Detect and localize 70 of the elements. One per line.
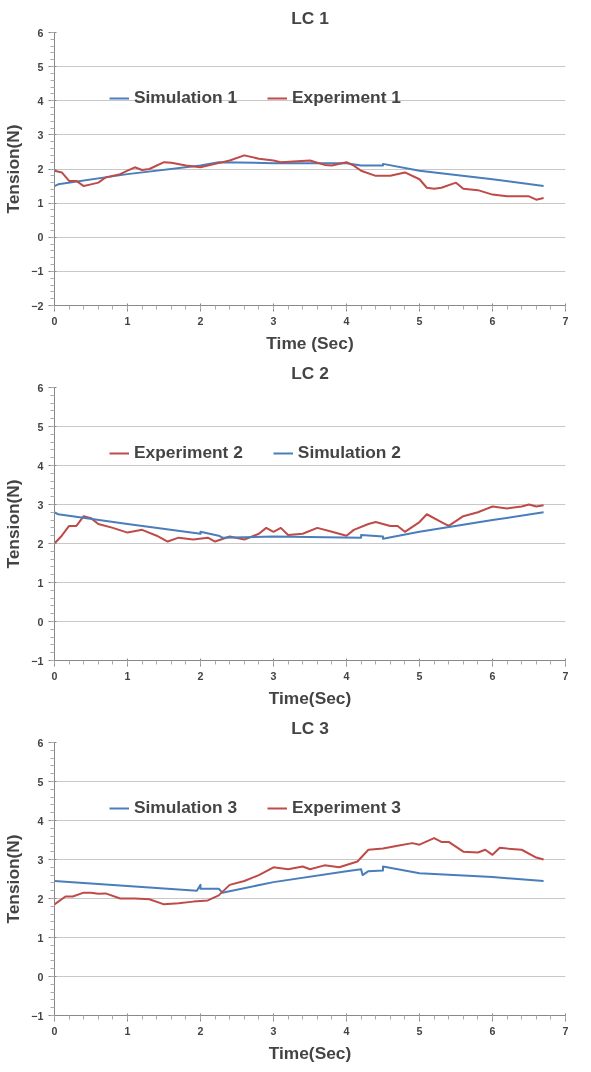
y-tick-label: 1 <box>37 931 44 944</box>
y-tick-label: −2 <box>31 299 44 312</box>
y-tick-label: 6 <box>37 26 44 39</box>
y-tick-label: 5 <box>37 775 44 788</box>
x-axis-title: Time(Sec) <box>268 687 352 708</box>
y-tick-label: 6 <box>37 381 44 394</box>
y-tick-label: 0 <box>37 970 44 983</box>
y-tick-label: 4 <box>37 459 44 472</box>
line-series <box>54 865 545 894</box>
x-tick-label: 6 <box>489 669 496 682</box>
legend-label: Experiment 2 <box>134 442 243 463</box>
legend-label: Experiment 1 <box>292 87 401 108</box>
y-tick-label: 0 <box>37 231 44 244</box>
y-axis-title: Tension(N) <box>3 124 24 214</box>
y-tick-label: 2 <box>37 892 44 905</box>
y-tick-label: 0 <box>37 615 44 628</box>
y-tick-label: 4 <box>37 814 44 827</box>
x-tick-label: 2 <box>197 669 204 682</box>
chart-title: LC 3 <box>291 717 330 738</box>
x-tick-label: 6 <box>489 1024 496 1037</box>
y-tick-label: 6 <box>37 736 44 749</box>
x-tick-label: 3 <box>270 314 277 327</box>
y-tick-label: −1 <box>31 1009 44 1022</box>
chart-title: LC 1 <box>291 7 330 28</box>
x-tick-label: 3 <box>270 669 277 682</box>
line-series <box>54 154 545 201</box>
x-tick-label: 6 <box>489 314 496 327</box>
x-tick-label: 2 <box>197 314 204 327</box>
legend-label: Simulation 3 <box>134 797 238 818</box>
x-tick-label: 7 <box>562 669 569 682</box>
x-axis-title: Time (Sec) <box>266 332 354 353</box>
y-tick-label: −1 <box>31 654 44 667</box>
x-tick-label: 5 <box>416 669 423 682</box>
x-tick-label: 1 <box>124 669 131 682</box>
x-tick-label: 1 <box>124 1024 131 1037</box>
chart-title: LC 2 <box>291 362 329 383</box>
x-tick-label: 5 <box>416 314 423 327</box>
x-tick-label: 1 <box>124 314 131 327</box>
x-tick-label: 4 <box>343 314 350 327</box>
y-tick-label: 3 <box>37 853 44 866</box>
line-series <box>54 511 545 540</box>
y-tick-label: 3 <box>37 128 44 141</box>
y-tick-label: 3 <box>37 498 44 511</box>
y-tick-label: 5 <box>37 60 44 73</box>
y-tick-label: 5 <box>37 420 44 433</box>
y-tick-label: 1 <box>37 197 44 210</box>
x-tick-label: 7 <box>562 1024 569 1037</box>
x-tick-label: 4 <box>343 669 350 682</box>
y-axis-title: Tension(N) <box>3 834 24 924</box>
x-tick-label: 4 <box>343 1024 350 1037</box>
x-tick-label: 7 <box>562 314 569 327</box>
x-tick-label: 3 <box>270 1024 277 1037</box>
x-tick-label: 0 <box>51 1024 58 1037</box>
y-tick-label: 2 <box>37 537 44 550</box>
x-tick-label: 0 <box>51 314 58 327</box>
x-axis-title: Time(Sec) <box>268 1042 352 1063</box>
y-tick-label: 2 <box>37 163 44 175</box>
x-tick-label: 2 <box>197 1024 204 1037</box>
line-series <box>54 161 545 188</box>
y-tick-label: 4 <box>37 94 44 107</box>
y-tick-label: −1 <box>31 265 44 278</box>
legend-label: Simulation 2 <box>297 442 401 463</box>
x-tick-label: 5 <box>416 1024 423 1037</box>
x-tick-label: 0 <box>51 669 58 682</box>
legend-label: Experiment 3 <box>292 797 401 818</box>
y-tick-label: 1 <box>37 576 44 589</box>
line-series <box>54 837 545 906</box>
line-series <box>54 503 545 545</box>
legend-label: Simulation 1 <box>134 87 238 108</box>
y-axis-title: Tension(N) <box>3 479 24 569</box>
